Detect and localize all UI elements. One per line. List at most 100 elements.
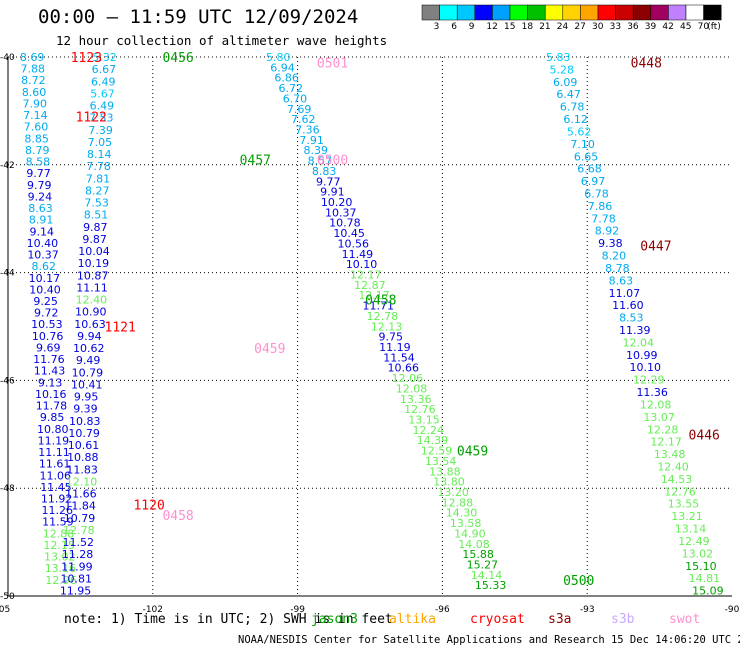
data-label-swh: 12.17 <box>358 289 390 302</box>
data-label-swh: 13.20 <box>437 486 469 499</box>
data-label-swh: 8.92 <box>595 225 620 238</box>
data-label-swh: 7.81 <box>86 172 111 185</box>
footer-credit: NOAA/NESDIS Center for Satellite Applica… <box>238 634 740 646</box>
y-tick-label: -50 <box>0 592 15 602</box>
pass-time-label: 0456 <box>162 51 193 66</box>
pass-time-label: 1120 <box>133 498 164 513</box>
data-label-swh: 9.95 <box>74 391 99 404</box>
data-label-swh: 13.16 <box>45 562 77 575</box>
data-label-swh: 10.88 <box>67 451 99 464</box>
data-label-swh: 5.28 <box>549 63 574 76</box>
data-label-swh: 11.06 <box>40 469 72 482</box>
pass-time-label: 0459 <box>457 444 488 459</box>
pass-time-label: 1123 <box>71 51 102 66</box>
data-label-swh: 12.76 <box>664 485 696 498</box>
footer-note: note: 1) Time is in UTC; 2) SWH is in fe… <box>64 612 393 627</box>
data-label-swh: 7.53 <box>84 197 109 210</box>
pass-time-label: 0458 <box>365 294 396 309</box>
data-label-swh: 13.07 <box>643 411 675 424</box>
data-label-swh: 12.06 <box>392 372 424 385</box>
colorbar-label: 3 <box>433 22 440 32</box>
data-label-swh: 8.69 <box>20 51 45 64</box>
mission-legend-s3b: s3b <box>611 612 635 627</box>
data-label-swh: 10.04 <box>78 245 110 258</box>
data-label-swh: 10.10 <box>346 258 378 271</box>
data-label-swh: 8.51 <box>84 209 109 222</box>
colorbar-swatch <box>650 4 669 21</box>
colorbar-swatch <box>456 4 476 21</box>
colorbar-swatch <box>615 4 634 21</box>
data-label-swh: 14.08 <box>458 538 490 551</box>
data-label-swh: 11.19 <box>38 434 70 447</box>
data-label-swh: 8.72 <box>21 74 46 87</box>
data-label-swh: 13.14 <box>675 523 707 536</box>
colorbar-swatch <box>439 4 458 21</box>
data-label-swh: 8.79 <box>25 144 50 157</box>
colorbar-label: 24 <box>556 22 569 32</box>
y-tick-label: -46 <box>0 376 15 386</box>
data-label-swh: 8.83 <box>312 165 337 178</box>
data-label-swh: 7.88 <box>21 63 46 76</box>
data-label-swh: 7.14 <box>23 109 48 122</box>
data-label-swh: 10.78 <box>329 217 361 230</box>
y-tick-label: -40 <box>0 53 15 63</box>
colorbar-label: 30 <box>592 22 604 32</box>
data-label-swh: 11.99 <box>61 560 93 573</box>
data-label-swh: 7.78 <box>86 160 111 173</box>
colorbar-swatch <box>703 4 722 21</box>
data-label-swh: 9.77 <box>316 175 341 188</box>
data-label-swh: 13.21 <box>671 510 703 523</box>
data-label-swh: 12.04 <box>623 336 655 349</box>
data-label-swh: 10.19 <box>78 257 110 270</box>
x-tick-label: -96 <box>435 605 450 615</box>
data-label-swh: 11.07 <box>609 287 641 300</box>
data-label-swh: 7.36 <box>295 124 320 137</box>
data-label-swh: 8.20 <box>602 250 627 263</box>
data-label-swh: 7.91 <box>299 134 324 147</box>
data-label-swh: 7.53 <box>89 112 114 125</box>
chart-subtitle: 12 hour collection of altimeter wave hei… <box>56 33 388 48</box>
data-label-swh: 9.49 <box>76 354 101 367</box>
data-label-swh: 8.91 <box>29 214 54 227</box>
colorbar-label: 12 <box>486 22 498 32</box>
data-label-swh: 5.83 <box>546 51 571 64</box>
data-label-swh: 10.10 <box>629 361 661 374</box>
page-title: 00:00 – 11:59 UTC 12/09/2024 <box>38 6 359 28</box>
data-label-swh: 8.57 <box>308 155 333 168</box>
data-label-swh: 10.45 <box>333 227 365 240</box>
data-label-swh: 12.10 <box>66 475 98 488</box>
data-label-swh: 7.10 <box>570 138 595 151</box>
data-label-swh: 6.70 <box>283 92 308 105</box>
colorbar-swatch <box>597 4 616 21</box>
data-label-swh: 8.39 <box>304 144 329 157</box>
pass-time-label: 0457 <box>240 153 271 168</box>
data-label-swh: 6.49 <box>91 75 116 88</box>
data-label-swh: 12.15 <box>43 539 75 552</box>
data-label-swh: 9.77 <box>26 167 51 180</box>
colorbar-swatch <box>421 4 440 21</box>
data-label-swh: 5.62 <box>567 125 592 138</box>
data-label-swh: 6.12 <box>563 113 588 126</box>
data-label-swh: 9.75 <box>378 331 403 344</box>
colorbar-label: 36 <box>627 22 639 32</box>
data-label-swh: 9.24 <box>28 190 53 203</box>
colorbar-swatch <box>474 4 493 21</box>
data-label-swh: 12.40 <box>76 294 108 307</box>
x-tick-label: -93 <box>580 605 595 615</box>
data-label-swh: 10.37 <box>325 206 357 219</box>
data-label-swh: 8.14 <box>87 148 112 161</box>
data-label-swh: 13.02 <box>44 551 76 564</box>
data-label-swh: 15.27 <box>467 559 499 572</box>
colorbar-label: (ft) <box>707 22 721 32</box>
mission-legend-s3a: s3a <box>548 612 572 627</box>
data-label-swh: 7.39 <box>88 124 113 137</box>
data-label-swh: 10.79 <box>72 366 104 379</box>
data-label-swh: 6.72 <box>279 82 304 95</box>
colorbar-label: 45 <box>680 22 692 32</box>
data-label-swh: 15.10 <box>685 560 717 573</box>
data-label-swh: 9.87 <box>83 221 108 234</box>
data-label-swh: 12.17 <box>350 269 382 282</box>
data-label-swh: 11.11 <box>76 281 108 294</box>
data-label-swh: 9.85 <box>40 411 65 424</box>
colorbar-label: 27 <box>574 22 586 32</box>
